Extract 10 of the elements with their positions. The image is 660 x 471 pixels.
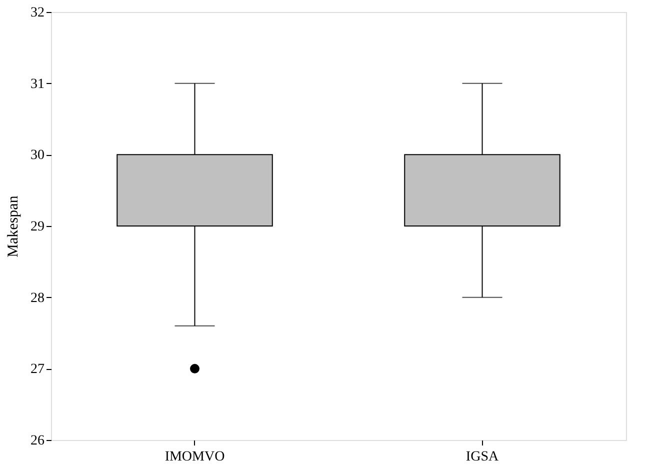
y-tick-label: 29 (30, 220, 44, 234)
y-axis-title: Makespan (6, 195, 22, 258)
y-tick-label: 28 (30, 290, 44, 306)
y-tick-label: 26 (30, 434, 44, 448)
x-tick-label: IGSA (466, 450, 500, 464)
y-tick-label: 31 (30, 76, 44, 92)
y-tick-label: 30 (30, 148, 44, 164)
x-tick-label: IMOMVO (164, 450, 225, 464)
y-tick-label: 32 (30, 6, 44, 20)
y-tick-label: 27 (30, 362, 44, 378)
